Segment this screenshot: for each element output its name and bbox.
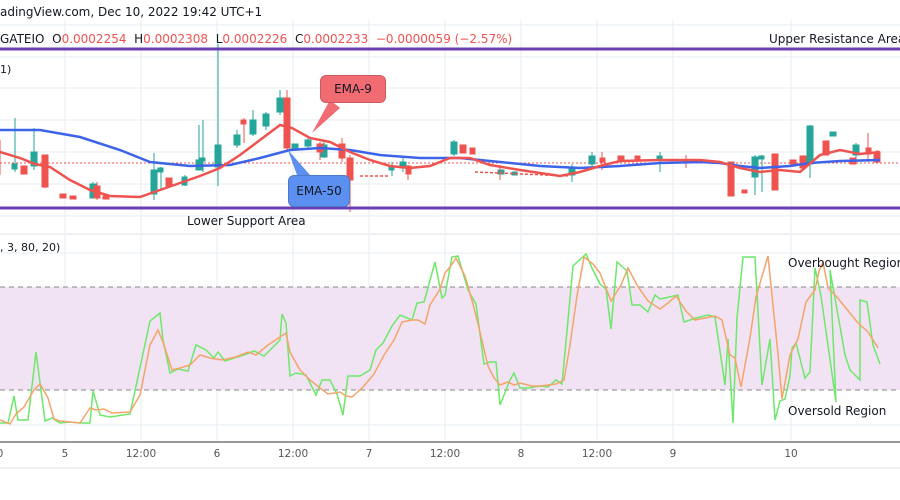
x-tick: 6 [213, 448, 221, 460]
stoch-d-line [0, 255, 879, 425]
ema-params[interactable]: 1) [0, 63, 12, 76]
overbought-label: Overbought Region [788, 256, 900, 270]
lower-support-label: Lower Support Area [187, 214, 306, 228]
ema9-line [0, 123, 881, 199]
open-value: 0.0002254 [61, 32, 127, 46]
ema9-callout-pointer [312, 100, 340, 133]
x-tick: 12:00 [581, 448, 613, 460]
x-tick: 9 [669, 448, 677, 460]
stoch-band [0, 287, 900, 390]
x-tick: 12:00 [429, 448, 461, 460]
close-value: 0.0002233 [303, 32, 369, 46]
low-value: 0.0002226 [222, 32, 288, 46]
source-line: adingView.com, Dec 10, 2022 19:42 UTC+1 [0, 5, 263, 19]
ema9-callout: EMA-9 [320, 75, 386, 103]
ema50-callout: EMA-50 [288, 175, 350, 207]
x-tick: 0 [0, 448, 3, 460]
x-tick: 12:00 [125, 448, 157, 460]
ema50-callout-pointer [288, 150, 310, 175]
x-tick: 10 [784, 448, 798, 460]
x-tick: 7 [365, 448, 373, 460]
x-tick: 8 [517, 448, 525, 460]
ohlc-legend: GATEIO O0.0002254 H0.0002308 L0.0002226 … [0, 32, 513, 46]
x-tick: 12:00 [277, 448, 309, 460]
grid-lines [0, 20, 900, 442]
change-value: −0.0000059 (−2.57%) [375, 32, 513, 46]
high-value: 0.0002308 [143, 32, 209, 46]
candles [0, 44, 881, 212]
stoch-params[interactable]: , 3, 80, 20) [0, 241, 61, 254]
oversold-label: Oversold Region [788, 404, 887, 418]
upper-resistance-label: Upper Resistance Area [769, 32, 900, 46]
x-tick: 5 [61, 448, 69, 460]
exchange-label: GATEIO [0, 32, 45, 46]
